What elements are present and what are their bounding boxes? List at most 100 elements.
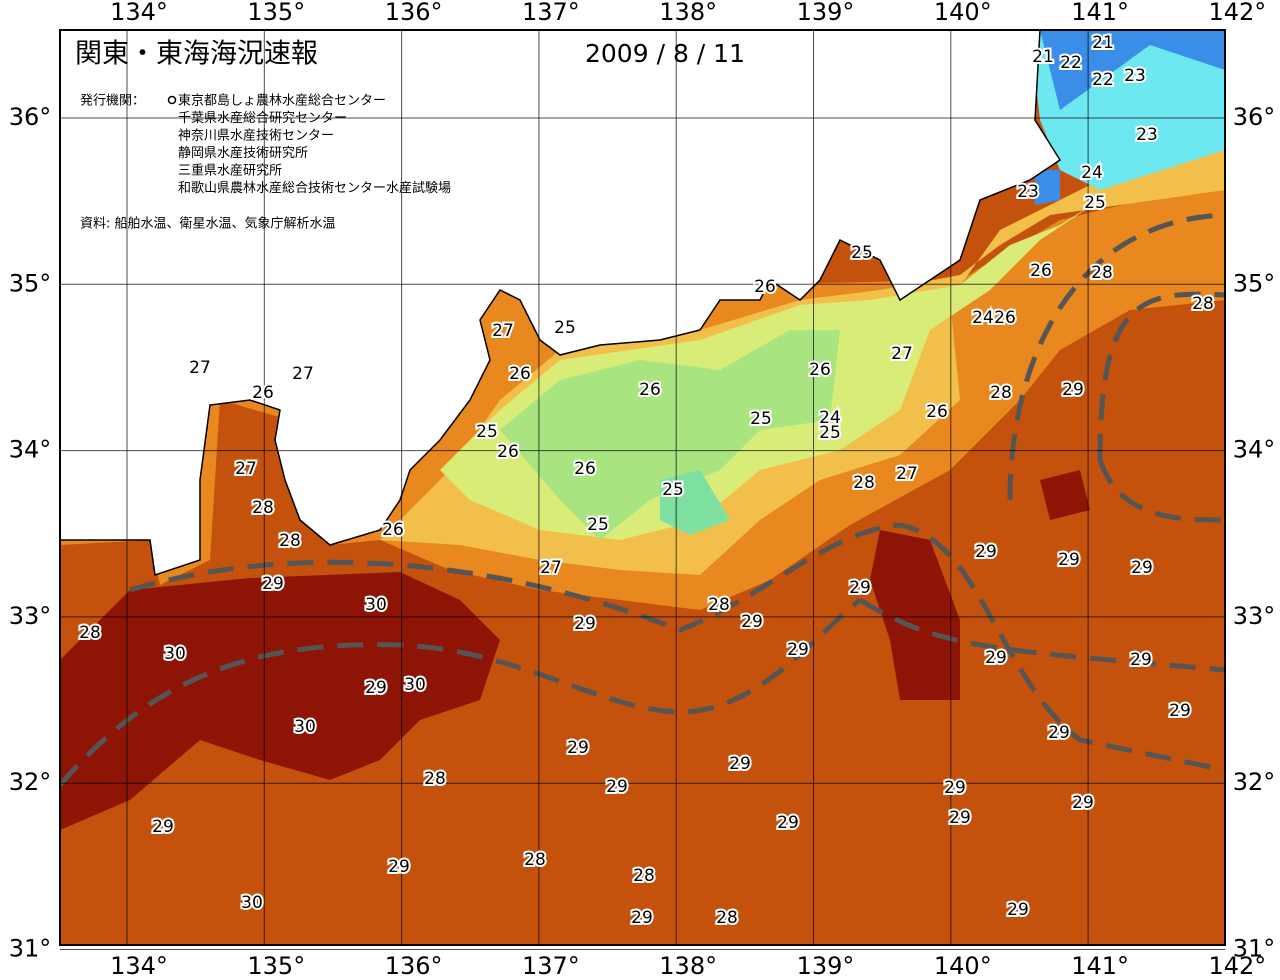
bullet	[167, 95, 177, 105]
publisher: 静岡県水産技術研究所	[178, 145, 308, 161]
lat-tick-label: 36°	[1233, 103, 1276, 131]
lon-tick-label: 139°	[797, 952, 855, 980]
contour-label: 29	[631, 908, 653, 928]
contour-label: 21	[1092, 33, 1114, 53]
lat-tick-label: 31°	[9, 935, 52, 963]
contour-label: 29	[849, 578, 871, 598]
lon-tick-label: 141°	[1071, 0, 1129, 26]
contour-label: 26	[574, 459, 596, 479]
lon-tick-label: 138°	[659, 952, 717, 980]
contour-label: 24	[972, 308, 994, 328]
contour-label: 26	[1030, 261, 1052, 281]
publishers-label: 発行機関：	[80, 94, 145, 109]
contour-label: 25	[819, 423, 841, 443]
contour-label: 23	[1136, 125, 1158, 145]
contour-label: 29	[365, 678, 387, 698]
contour-label: 25	[662, 480, 684, 500]
contour-label: 22	[1060, 53, 1082, 73]
contour-label: 28	[79, 623, 101, 643]
contour-label: 28	[853, 473, 875, 493]
publishers-list: 東京都島しょ農林水産総合センター千葉県水産総合研究センター神奈川県水産技術センタ…	[178, 93, 451, 197]
contour-label: 29	[1130, 650, 1152, 670]
contour-label: 29	[1169, 701, 1191, 721]
contour-label: 29	[985, 648, 1007, 668]
contour-label: 29	[1062, 380, 1084, 400]
publisher: 三重県水産研究所	[178, 163, 282, 179]
contour-label: 27	[189, 358, 211, 378]
contour-label: 25	[587, 515, 609, 535]
contour-label: 26	[252, 383, 274, 403]
contour-label: 26	[509, 364, 531, 384]
lon-tick-label: 140°	[934, 0, 992, 26]
contour-label: 27	[492, 321, 514, 341]
contour-label: 26	[809, 360, 831, 380]
contour-label: 28	[990, 383, 1012, 403]
lon-tick-label: 135°	[247, 0, 305, 26]
lon-tick-label: 135°	[247, 952, 305, 980]
contour-label: 29	[574, 614, 596, 634]
contour-label: 29	[152, 817, 174, 837]
contour-label: 29	[975, 542, 997, 562]
lon-tick-label: 137°	[522, 0, 580, 26]
contour-label: 27	[540, 558, 562, 578]
contour-label: 29	[1072, 793, 1094, 813]
contour-label: 29	[1007, 900, 1029, 920]
contour-label: 26	[926, 402, 948, 422]
publisher: 神奈川県水産技術センター	[178, 128, 334, 144]
contour-label: 26	[382, 520, 404, 540]
lat-tick-label: 32°	[9, 768, 52, 796]
lat-tick-label: 35°	[1233, 269, 1276, 297]
contour-label: 25	[1084, 193, 1106, 213]
lat-tick-label: 31°	[1233, 935, 1276, 963]
contour-label: 27	[292, 364, 314, 384]
contour-label: 28	[708, 595, 730, 615]
contour-label: 28	[279, 531, 301, 551]
contour-label: 28	[424, 769, 446, 789]
sst-field	[60, 30, 1225, 945]
contour-label: 29	[729, 754, 751, 774]
contour-label: 29	[741, 612, 763, 632]
contour-label: 29	[1131, 558, 1153, 578]
lat-tick-label: 33°	[9, 602, 52, 630]
contour-label: 23	[1017, 182, 1039, 202]
contour-label: 23	[1124, 66, 1146, 86]
contour-label: 29	[1058, 550, 1080, 570]
lon-tick-label: 142°	[1208, 952, 1266, 980]
lon-tick-label: 138°	[659, 0, 717, 26]
contour-label: 29	[787, 640, 809, 660]
contour-label: 29	[262, 574, 284, 594]
lat-tick-label: 33°	[1233, 602, 1276, 630]
data-source: 資料: 船舶水温、衛星水温、気象庁解析水温	[80, 216, 336, 232]
lon-tick-label: 142°	[1208, 0, 1266, 26]
contour-label: 26	[754, 277, 776, 297]
contour-label: 28	[1091, 263, 1113, 283]
contour-label: 25	[476, 422, 498, 442]
contour-label: 24	[1081, 163, 1103, 183]
lat-tick-label: 34°	[9, 436, 52, 464]
graticule: 134° 134° 135° 135° 136° 136° 137° 137° 138° 138°…	[9, 0, 1276, 980]
contour-label: 28	[716, 908, 738, 928]
contour-label: 27	[891, 344, 913, 364]
contour-label: 28	[633, 866, 655, 886]
lon-tick-label: 137°	[522, 952, 580, 980]
map-date: 2009 / 8 / 11	[585, 39, 745, 68]
contour-label: 29	[777, 813, 799, 833]
lon-tick-label: 134°	[110, 952, 168, 980]
lat-tick-label: 34°	[1233, 436, 1276, 464]
contour-label: 30	[404, 675, 426, 695]
lon-tick-label: 140°	[934, 952, 992, 980]
contour-label: 26	[497, 442, 519, 462]
contour-label: 29	[606, 777, 628, 797]
lon-tick-label: 134°	[110, 0, 168, 26]
contour-label: 25	[554, 318, 576, 338]
contour-label: 26	[639, 380, 661, 400]
contour-label: 27	[896, 464, 918, 484]
contour-label: 22	[1092, 70, 1114, 90]
publisher: 和歌山県農林水産総合技術センター水産試験場	[178, 180, 451, 196]
contour-label: 21	[1032, 47, 1054, 67]
contour-label: 29	[567, 738, 589, 758]
contour-label: 29	[1048, 723, 1070, 743]
contour-label: 30	[164, 644, 186, 664]
lon-tick-label: 136°	[385, 952, 443, 980]
